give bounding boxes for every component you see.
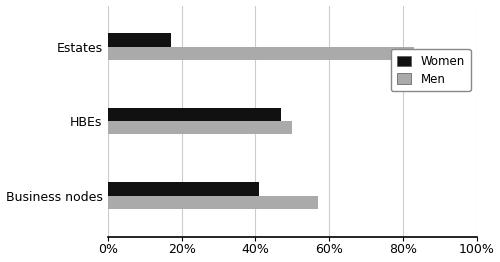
Bar [108,182,259,195]
Bar [108,33,170,47]
Bar [108,108,281,121]
Bar [108,121,292,134]
Bar [108,47,414,60]
Legend: Women, Men: Women, Men [391,49,470,91]
Bar [108,195,318,209]
